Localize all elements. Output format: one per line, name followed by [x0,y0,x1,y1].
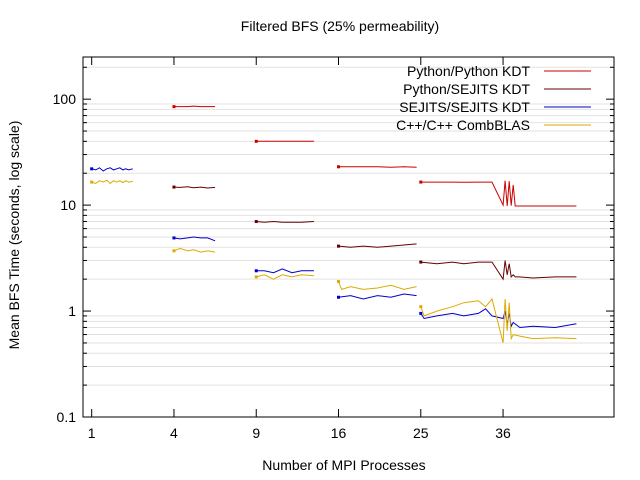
legend-label: SEJITS/SEJITS KDT [399,99,530,115]
series-point [337,280,341,284]
x-axis-label: Number of MPI Processes [262,457,425,473]
series-1 [172,105,577,207]
axis-ticks: 0.1 1 10 100 1 4 9 16 25 36 [53,57,614,441]
series-line [256,274,314,280]
series-line [420,260,577,281]
series-line [173,247,216,253]
x-tick-label: 36 [495,425,511,441]
series-line [173,236,216,242]
series-point [337,295,341,299]
x-tick-label: 25 [413,425,429,441]
series-point [172,105,176,109]
series-line [420,180,577,207]
series-line [174,105,216,108]
series-point [172,249,176,253]
plot-frame [82,56,615,418]
series-point [172,185,176,189]
x-tick-label: 16 [331,425,347,441]
series-point [254,275,258,279]
legend-label: Python/SEJITS KDT [403,81,530,97]
series-4 [90,179,577,344]
series-point [337,165,341,169]
series-line [91,167,133,172]
series-lines [90,105,577,344]
series-point [419,260,423,264]
x-tick-label: 9 [252,425,260,441]
series-point [90,180,94,184]
series-line [338,243,417,248]
legend-label: C++/C++ CombBLAS [396,117,530,133]
series-point [254,220,258,224]
series-point [337,244,341,248]
series-point [419,311,423,315]
grid-lines [83,66,614,386]
series-line [256,220,314,223]
series-line [91,179,133,185]
legend: Python/Python KDT Python/SEJITS KDT SEJITS… [396,63,591,133]
series-point [419,305,423,309]
y-axis-label: Mean BFS Time (seconds, log scale) [6,121,22,350]
series-point [172,236,176,240]
series-line [420,297,577,344]
series-point [90,167,94,171]
series-point [419,180,423,184]
y-tick-label: 0.1 [57,409,77,425]
x-tick-label: 4 [170,425,178,441]
y-tick-label: 10 [60,197,76,213]
y-tick-label: 1 [68,303,76,319]
series-point [254,269,258,273]
series-line [256,268,314,274]
series-line [173,186,216,189]
series-line [338,293,417,300]
x-tick-label: 1 [88,425,96,441]
chart-title: Filtered BFS (25% permeability) [241,18,439,34]
legend-label: Python/Python KDT [407,63,530,79]
series-point [254,139,258,143]
series-line [338,281,417,291]
y-tick-label: 100 [53,91,77,107]
series-2 [172,185,577,281]
